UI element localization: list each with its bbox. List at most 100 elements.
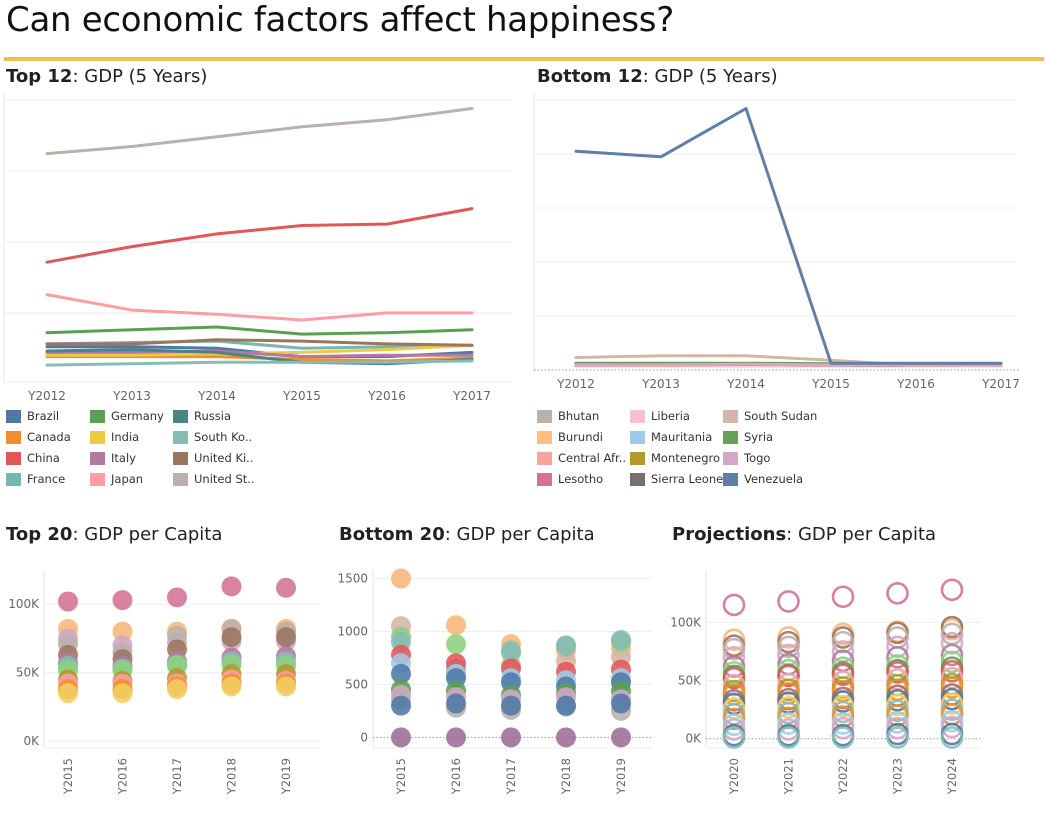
legend-item[interactable]: Sierra Leone bbox=[630, 471, 723, 487]
projections-point[interactable] bbox=[722, 726, 746, 749]
bottom20-point[interactable] bbox=[446, 634, 466, 655]
top12-series-line-united-ki-[interactable] bbox=[45, 338, 474, 347]
projections-point[interactable] bbox=[722, 628, 746, 652]
top20-point[interactable] bbox=[167, 587, 187, 608]
projections-point[interactable] bbox=[777, 590, 800, 613]
projections-point[interactable] bbox=[886, 726, 909, 749]
top12-series-line-italy[interactable] bbox=[45, 349, 474, 359]
projections-point[interactable] bbox=[777, 672, 800, 696]
projections-point[interactable] bbox=[722, 718, 746, 741]
projections-point[interactable] bbox=[940, 615, 964, 639]
top20-point[interactable] bbox=[276, 577, 296, 598]
legend-item[interactable]: Bhutan bbox=[537, 408, 599, 424]
top12-series-line-south-ko-[interactable] bbox=[45, 359, 474, 367]
projections-point[interactable] bbox=[831, 716, 855, 740]
top20-point[interactable] bbox=[167, 679, 187, 700]
legend-item[interactable]: United Ki.. bbox=[173, 450, 254, 466]
bottom20-point[interactable] bbox=[611, 693, 631, 714]
top12-series-line-united-st-[interactable] bbox=[45, 107, 474, 156]
legend-item[interactable]: Burundi bbox=[537, 429, 603, 445]
legend-item[interactable]: Central Afr.. bbox=[537, 450, 626, 466]
projections-point[interactable] bbox=[831, 663, 855, 687]
top20-point[interactable] bbox=[58, 591, 78, 612]
legend-item[interactable]: India bbox=[90, 429, 139, 445]
projections-point[interactable] bbox=[722, 637, 746, 661]
projections-point[interactable] bbox=[777, 712, 800, 735]
bottom12-series-line-venezuela[interactable] bbox=[574, 107, 1003, 365]
top20-point[interactable] bbox=[112, 683, 133, 704]
projections-point[interactable] bbox=[722, 593, 746, 617]
bottom20-point[interactable] bbox=[501, 727, 521, 748]
projections-point[interactable] bbox=[722, 666, 746, 690]
top20-point[interactable] bbox=[58, 683, 78, 704]
projections-point[interactable] bbox=[886, 661, 909, 684]
projections-point[interactable] bbox=[777, 635, 800, 659]
top12-series-line-germany[interactable] bbox=[45, 325, 474, 336]
legend-item[interactable]: Venezuela bbox=[723, 471, 803, 487]
top20-point[interactable] bbox=[112, 621, 133, 642]
projections-point[interactable] bbox=[886, 716, 909, 740]
top20-point[interactable] bbox=[276, 627, 296, 648]
projections-point[interactable] bbox=[886, 581, 909, 605]
projections-point[interactable] bbox=[722, 673, 746, 697]
projections-point[interactable] bbox=[886, 693, 909, 717]
top20-point[interactable] bbox=[221, 627, 242, 648]
legend-item[interactable]: Togo bbox=[723, 450, 770, 466]
bottom20-point[interactable] bbox=[611, 727, 631, 748]
legend-item[interactable]: Canada bbox=[6, 429, 71, 445]
projections-point[interactable] bbox=[940, 643, 964, 667]
legend-item[interactable]: South Sudan bbox=[723, 408, 817, 424]
bottom20-point[interactable] bbox=[556, 695, 576, 716]
top20-point[interactable] bbox=[112, 590, 133, 611]
projections-point[interactable] bbox=[940, 650, 964, 674]
projections-point[interactable] bbox=[940, 726, 964, 749]
projections-point[interactable] bbox=[777, 718, 800, 741]
legend-item[interactable]: France bbox=[6, 471, 65, 487]
projections-point[interactable] bbox=[940, 709, 964, 733]
bottom20-point[interactable] bbox=[501, 640, 521, 661]
top20-point[interactable] bbox=[276, 676, 296, 697]
projections-point[interactable] bbox=[722, 707, 746, 731]
bottom20-point[interactable] bbox=[501, 695, 521, 716]
bottom20-point[interactable] bbox=[391, 568, 411, 589]
projections-point[interactable] bbox=[940, 631, 964, 655]
top20-point[interactable] bbox=[221, 676, 242, 697]
legend-item[interactable]: Syria bbox=[723, 429, 773, 445]
top20-point[interactable] bbox=[221, 576, 242, 597]
legend-item[interactable]: United St.. bbox=[173, 471, 255, 487]
projections-point[interactable] bbox=[940, 692, 964, 716]
projections-point[interactable] bbox=[831, 726, 855, 749]
legend-item[interactable]: South Ko.. bbox=[173, 429, 252, 445]
projections-point[interactable] bbox=[886, 635, 909, 659]
bottom20-point[interactable] bbox=[446, 727, 466, 748]
top12-series-line-china[interactable] bbox=[45, 207, 474, 264]
legend-item[interactable]: Mauritania bbox=[630, 429, 712, 445]
legend-item[interactable]: China bbox=[6, 450, 60, 466]
bottom20-point[interactable] bbox=[391, 695, 411, 716]
legend-item[interactable]: Russia bbox=[173, 408, 231, 424]
projections-point[interactable] bbox=[777, 695, 800, 719]
projections-point[interactable] bbox=[940, 715, 964, 739]
bottom20-point[interactable] bbox=[446, 693, 466, 714]
bottom20-point[interactable] bbox=[391, 727, 411, 748]
legend-item[interactable]: Brazil bbox=[6, 408, 59, 424]
projections-point[interactable] bbox=[831, 630, 855, 654]
legend-item[interactable]: Germany bbox=[90, 408, 164, 424]
projections-point[interactable] bbox=[886, 711, 909, 734]
top12-series-line-japan[interactable] bbox=[45, 293, 474, 322]
legend-item[interactable]: Japan bbox=[90, 471, 143, 487]
projections-point[interactable] bbox=[940, 659, 964, 683]
legend-item[interactable]: Lesotho bbox=[537, 471, 603, 487]
legend-item[interactable]: Montenegro bbox=[630, 450, 720, 466]
projections-point[interactable] bbox=[722, 655, 746, 678]
projections-point[interactable] bbox=[831, 694, 855, 718]
bottom20-point[interactable] bbox=[556, 636, 576, 657]
projections-point[interactable] bbox=[886, 645, 909, 669]
projections-point[interactable] bbox=[777, 726, 800, 749]
legend-item[interactable]: Italy bbox=[90, 450, 136, 466]
bottom20-point[interactable] bbox=[446, 615, 466, 636]
projections-point[interactable] bbox=[777, 664, 800, 688]
projections-point[interactable] bbox=[831, 585, 855, 609]
bottom20-point[interactable] bbox=[556, 727, 576, 748]
legend-item[interactable]: Liberia bbox=[630, 408, 690, 424]
